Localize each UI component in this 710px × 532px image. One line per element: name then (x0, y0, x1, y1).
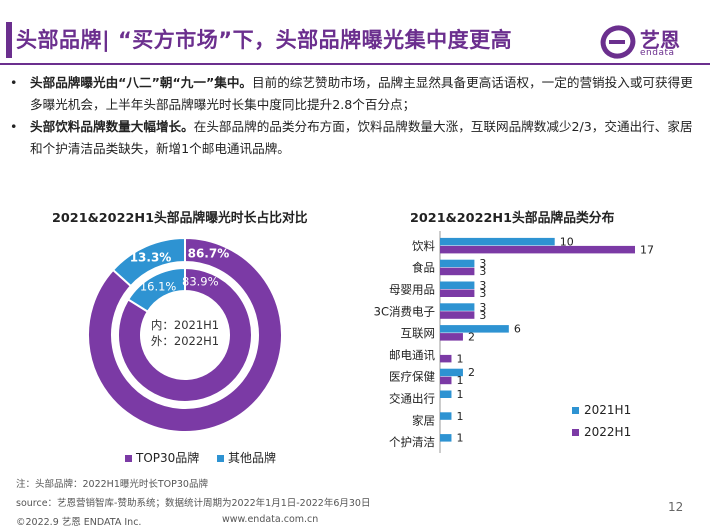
category-label: 食品 (412, 261, 435, 275)
legend-item-2021: 2021H1 (572, 399, 631, 421)
bullet-item: • 头部品牌曝光由“八二”朝“九一”集中。目前的综艺赞助市场，品牌主显然具备更高… (8, 72, 698, 116)
bar-value-label: 1 (456, 352, 463, 365)
bar-2022H1-邮电通讯 (440, 354, 452, 363)
bar-value-label: 3 (479, 265, 486, 278)
bar-value-label: 1 (456, 388, 463, 401)
bar-value-label: 1 (456, 432, 463, 445)
outer-label-other: 13.3% (130, 250, 172, 264)
donut-center-label-outer: 外：2022H1 (151, 334, 219, 348)
exposure-share-donut-chart: 83.9% 16.1% 86.7% 13.3% 内：2021H1 外：2022H1 (87, 236, 283, 433)
bullet-text: 目前的综艺赞助市场，品牌主显然具备更高话语权，一定的营销投入或可获得更多曝光机会… (30, 75, 693, 112)
bar-value-label: 2 (468, 331, 475, 344)
category-label: 交通出行 (389, 392, 435, 406)
bar-legend: 2021H1 2022H1 (572, 399, 631, 443)
bar-value-label: 1 (456, 374, 463, 387)
inner-label-other: 16.1% (140, 279, 177, 293)
bar-2021H1-食品 (440, 259, 475, 268)
website-link[interactable]: www.endata.com.cn (222, 514, 319, 525)
outer-slice-top30 (87, 236, 283, 433)
category-label: 3C消费电子 (374, 304, 435, 318)
bar-value-label: 10 (560, 235, 574, 248)
bar-value-label: 3 (479, 279, 486, 292)
bar-2022H1-医疗保健 (440, 376, 452, 385)
bullet-item: • 头部饮料品牌数量大幅增长。在头部品牌的品类分布方面，饮料品牌数量大涨，互联网… (8, 116, 698, 160)
outer-label-top30: 86.7% (188, 246, 230, 260)
outer-slice-other (111, 236, 186, 288)
bar-2021H1-互联网 (440, 325, 509, 333)
category-label: 互联网 (401, 326, 436, 340)
category-label: 医疗保健 (389, 370, 435, 384)
bar-value-label: 3 (479, 309, 486, 322)
inner-slice-top30 (117, 266, 253, 403)
title-accent-bar (6, 22, 12, 58)
bar-2021H1-饮料 (440, 237, 555, 246)
legend-swatch-top30 (125, 455, 132, 462)
bullet-text: 在头部品牌的品类分布方面，饮料品牌数量大涨，互联网品牌数减少2/3，交通出行、家… (30, 119, 693, 156)
legend-label-2021: 2021H1 (584, 403, 632, 417)
bar-2021H1-3C消费电子 (440, 303, 475, 311)
legend-swatch-other (216, 455, 224, 462)
footnote: 注：头部品牌：2022H1曝光时长TOP30品牌 (16, 479, 208, 490)
title-divider (0, 63, 710, 65)
bar-2022H1-3C消费电子 (440, 311, 475, 319)
copyright: ©2022.9 艺恩 ENDATA Inc. (16, 517, 142, 528)
page-number: 12 (668, 500, 684, 514)
inner-label-top30: 83.9% (182, 275, 219, 289)
category-label: 邮电通讯 (389, 348, 435, 362)
bar-chart-title: 2021&2022H1头部品牌品类分布 (410, 211, 615, 226)
inner-slice-other (126, 266, 186, 314)
bar-2022H1-饮料 (440, 245, 635, 254)
donut-legend: TOP30品牌 其他品牌 (125, 449, 276, 466)
legend-swatch-2022 (572, 429, 579, 436)
bar-2021H1-交通出行 (440, 390, 452, 398)
logo-text: 艺恩 (640, 28, 680, 52)
legend-item-2022: 2022H1 (572, 421, 631, 443)
donut-chart-title: 2021&2022H1头部品牌曝光时长占比对比 (52, 211, 308, 226)
donut-center-label-inner: 内：2021H1 (151, 318, 219, 332)
bullet-dot: • (10, 119, 18, 134)
page-title: 头部品牌| “买方市场”下，头部品牌曝光集中度更高 (16, 28, 513, 52)
bar-value-label: 1 (456, 410, 463, 423)
bar-2022H1-互联网 (440, 333, 463, 341)
bar-value-label: 3 (479, 301, 486, 314)
summary-bullets: • 头部品牌曝光由“八二”朝“九一”集中。目前的综艺赞助市场，品牌主显然具备更高… (8, 72, 698, 160)
legend-swatch-2021 (572, 407, 579, 414)
bullet-headline: 头部品牌曝光由“八二”朝“九一”集中。 (30, 75, 253, 90)
source-note: source：艺恩营销智库-赞助系统；数据统计周期为2022年1月1日-2022… (16, 498, 371, 509)
bar-2021H1-个护清洁 (440, 434, 452, 442)
bar-value-label: 6 (514, 323, 521, 336)
legend-label-top30: TOP30品牌 (136, 451, 200, 465)
category-label: 母婴用品 (389, 283, 435, 297)
bar-2021H1-家居 (440, 412, 452, 420)
bar-value-label: 2 (468, 366, 475, 379)
bullet-dot: • (10, 75, 18, 90)
legend-label-other: 其他品牌 (227, 451, 276, 465)
category-label: 个护清洁 (389, 435, 435, 449)
category-label: 家居 (412, 413, 435, 427)
bullet-headline: 头部饮料品牌数量大幅增长。 (30, 119, 194, 134)
category-label: 饮料 (412, 239, 435, 253)
logo-subtext: endata (640, 48, 675, 58)
logo-mark-icon (600, 25, 636, 59)
bar-2021H1-母婴用品 (440, 281, 475, 289)
bar-value-label: 17 (640, 243, 654, 256)
bar-2021H1-医疗保健 (440, 368, 463, 377)
legend-label-2022: 2022H1 (584, 425, 632, 439)
endata-logo (600, 25, 636, 59)
bar-value-label: 3 (479, 257, 486, 270)
bar-value-label: 3 (479, 287, 486, 300)
bar-2022H1-食品 (440, 267, 475, 276)
bar-2022H1-母婴用品 (440, 289, 475, 297)
